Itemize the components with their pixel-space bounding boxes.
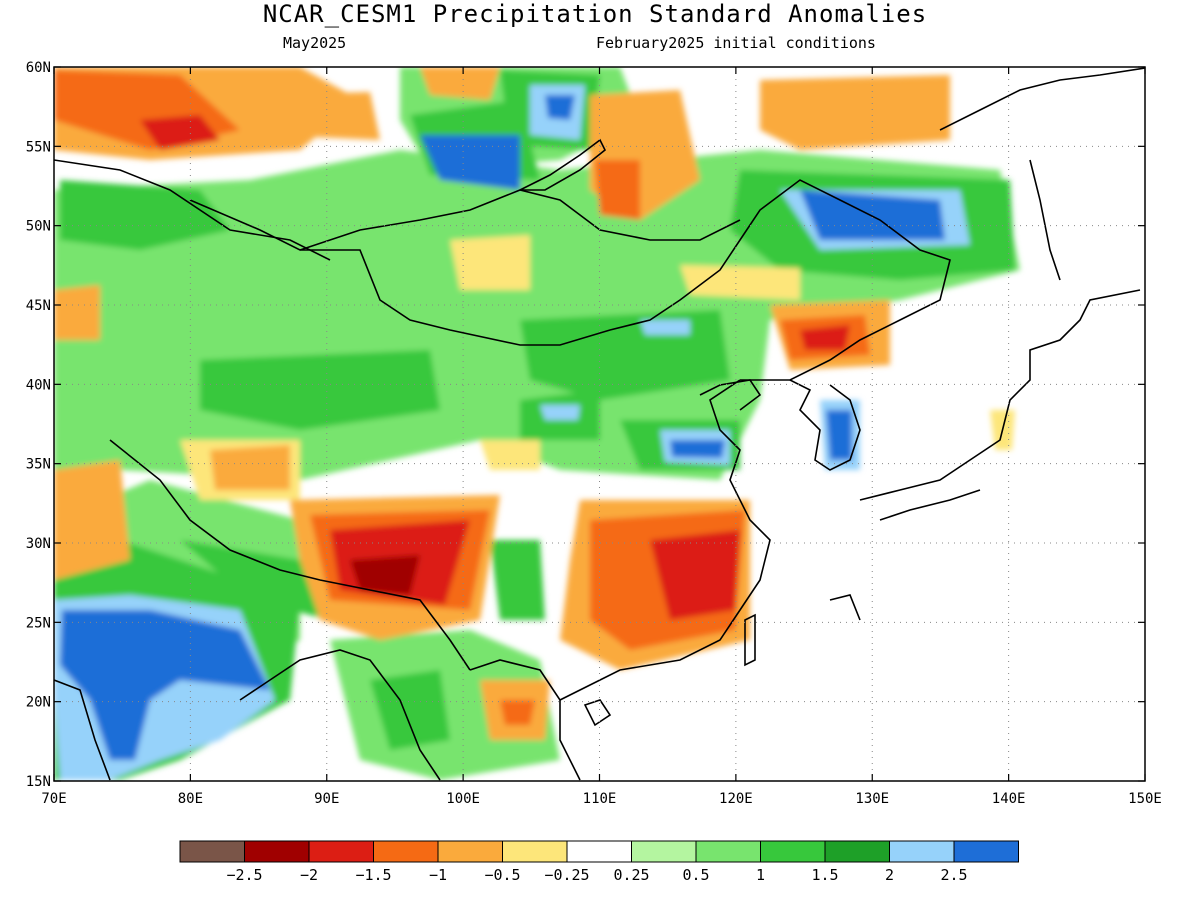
lon-tick-label: 130E <box>855 791 889 807</box>
colorbar-swatch <box>437 840 503 863</box>
graticule <box>54 67 1145 781</box>
colorbar-swatch <box>373 840 439 863</box>
lon-tick-label: 120E <box>719 791 753 807</box>
colorbar-label: 2 <box>885 866 894 884</box>
lat-tick-label: 30N <box>26 536 51 552</box>
bengal-coast <box>239 649 441 781</box>
colorbar-label: −1 <box>429 866 447 884</box>
lon-tick-label: 90E <box>314 791 339 807</box>
colorbar-swatch <box>566 840 632 863</box>
colorbar-swatch <box>244 840 310 863</box>
lat-tick-label: 35N <box>26 457 51 473</box>
russia-border <box>54 159 331 261</box>
colorbar-label: −1.5 <box>355 866 391 884</box>
sakhalin-coast <box>1029 159 1061 281</box>
valid-month-label: May2025 <box>283 34 347 52</box>
lon-tick-label: 110E <box>583 791 617 807</box>
korea-coast <box>789 379 861 471</box>
colorbar-swatch <box>502 840 568 863</box>
colorbar-swatch <box>308 840 374 863</box>
india-coast <box>54 679 111 781</box>
lon-tick-label: 100E <box>446 791 480 807</box>
siberia-coast <box>939 67 1145 131</box>
lon-tick-label: 150E <box>1128 791 1162 807</box>
china-border-north <box>189 179 951 381</box>
lon-tick-label: 70E <box>41 791 66 807</box>
colorbar-label: 2.5 <box>940 866 967 884</box>
colorbar-swatch <box>631 840 697 863</box>
bohai-coast <box>699 379 762 411</box>
colorbar-label: 1 <box>756 866 765 884</box>
colorbar-label: 0.5 <box>682 866 709 884</box>
china-east-coast <box>559 379 771 701</box>
indochina-border <box>469 659 581 781</box>
colorbar-label: 0.25 <box>613 866 649 884</box>
axis-ticks: 70E 80E 90E 100E 110E 120E 130E 140E 150E 60N 55N 5… <box>26 60 1162 807</box>
himalaya-border <box>109 439 471 671</box>
lat-tick-label: 25N <box>26 615 51 631</box>
colorbar-swatch <box>953 840 1019 863</box>
lon-tick-label: 140E <box>992 791 1026 807</box>
lat-tick-label: 15N <box>26 774 51 790</box>
lat-tick-label: 60N <box>26 60 51 76</box>
colorbar-swatch <box>179 840 245 863</box>
japan-coast-south <box>879 489 981 521</box>
colorbar-label: −0.25 <box>544 866 589 884</box>
lat-tick-label: 20N <box>26 695 51 711</box>
colorbar-swatch <box>695 840 761 863</box>
colorbar-swatch <box>824 840 890 863</box>
chart-title: NCAR_CESM1 Precipitation Standard Anomal… <box>262 0 928 28</box>
colorbar-label: −2.5 <box>226 866 262 884</box>
lat-tick-label: 45N <box>26 298 51 314</box>
lat-tick-label: 55N <box>26 139 51 155</box>
colorbar-swatch <box>889 840 955 863</box>
init-conditions-label: February2025 initial conditions <box>596 34 876 52</box>
philippines-coast <box>829 594 861 621</box>
lon-tick-label: 80E <box>178 791 203 807</box>
colorbar-label: 1.5 <box>811 866 838 884</box>
lat-tick-label: 50N <box>26 219 51 235</box>
coastlines <box>54 67 1145 781</box>
lat-tick-label: 40N <box>26 377 51 393</box>
taiwan-coast <box>744 613 756 667</box>
colorbar: −2.5 −2 −1.5 −1 −0.5 −0.25 0.25 0.5 1 1.5 2 2.5 <box>179 840 1019 884</box>
colorbar-label: −0.5 <box>484 866 520 884</box>
mongolia-border <box>299 189 741 251</box>
colorbar-label: −2 <box>300 866 318 884</box>
colorbar-swatch <box>760 840 826 863</box>
japan-coast <box>859 289 1141 501</box>
baikal <box>519 138 607 191</box>
